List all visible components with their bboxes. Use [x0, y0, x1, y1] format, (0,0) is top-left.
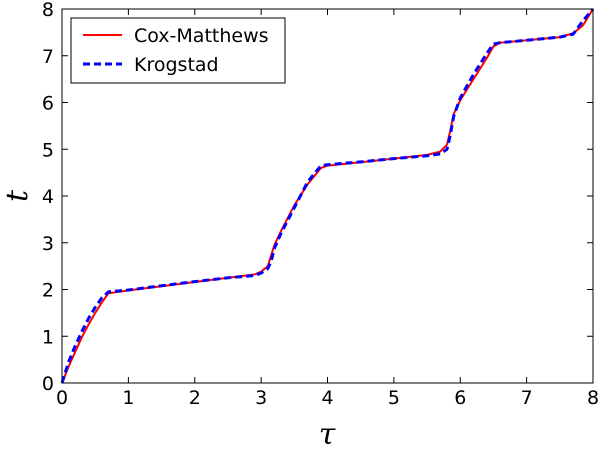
legend-box	[70, 17, 286, 84]
y-tick-label: 2	[42, 280, 54, 302]
x-tick-label: 0	[56, 387, 68, 409]
legend-label-cox-matthews: Cox-Matthews	[134, 25, 269, 47]
x-tick-label: 6	[454, 387, 466, 409]
series-layer	[60, 8, 595, 384]
x-tick-label: 4	[321, 387, 333, 409]
y-tick-label: 6	[42, 93, 54, 115]
y-tick-label: 1	[42, 326, 54, 348]
x-tick-label: 8	[587, 387, 599, 409]
series-line-krogstad	[60, 8, 595, 384]
x-tick-label: 5	[388, 387, 400, 409]
y-tick-label: 8	[42, 0, 54, 21]
x-axis-label: τ	[319, 417, 336, 450]
y-tick-label: 0	[42, 373, 54, 395]
ticks-layer: 0 1 2 3 4 5 6 7 8 0 1 2 3 4 5 6 7 8	[42, 0, 599, 409]
legend: Cox-Matthews Krogstad	[70, 17, 286, 84]
x-tick-label: 7	[521, 387, 533, 409]
y-tick-label: 3	[42, 233, 54, 255]
y-tick-label: 4	[42, 186, 54, 208]
x-tick-label: 3	[255, 387, 267, 409]
x-tick-label: 1	[122, 387, 134, 409]
legend-label-krogstad: Krogstad	[134, 54, 219, 76]
y-axis-label: t	[0, 189, 35, 202]
x-tick-label: 2	[189, 387, 201, 409]
y-tick-label: 5	[42, 139, 54, 161]
y-tick-label: 7	[42, 46, 54, 68]
